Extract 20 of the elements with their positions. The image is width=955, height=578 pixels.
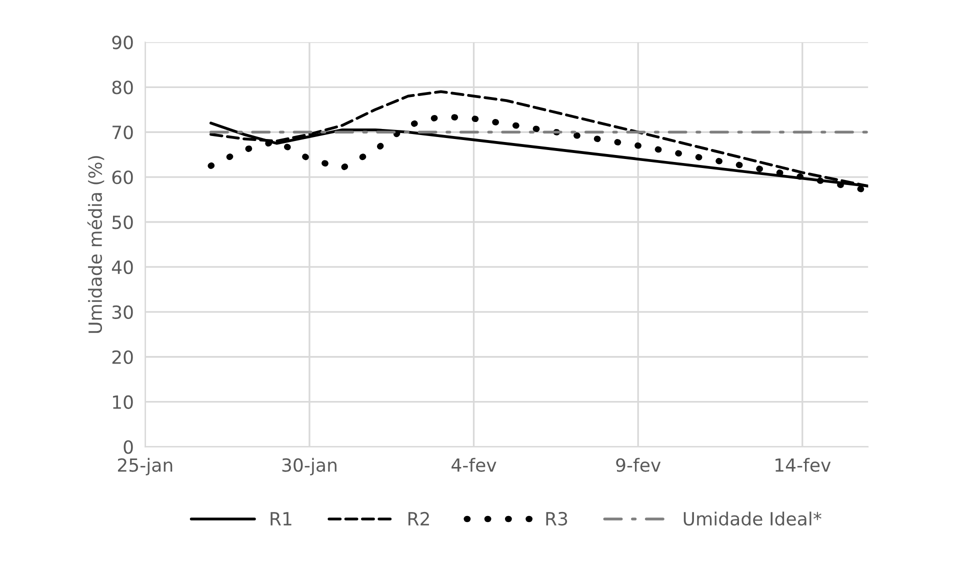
legend-label: R2	[408, 512, 429, 526]
y-axis-title: Umidade média (%)	[87, 156, 104, 333]
y-tick-label: 70	[112, 126, 133, 140]
y-tick-label: 10	[113, 395, 133, 409]
y-tick-label: 80	[112, 80, 133, 94]
y-tick-label: 0	[124, 440, 133, 454]
y-tick-label: 30	[112, 305, 133, 320]
legend-label: Umidade Ideal*	[684, 512, 822, 526]
y-tick-label: 40	[112, 260, 133, 274]
y-tick-label: 50	[112, 215, 133, 230]
x-tick-label: 14-fev	[776, 458, 831, 472]
x-tick-label: 4-fev	[452, 458, 496, 472]
x-tick-label: 30-jan	[282, 458, 336, 476]
y-tick-label: 90	[112, 36, 133, 50]
y-tick-label: 20	[112, 350, 133, 364]
legend-label: R1	[270, 512, 292, 526]
legend-label: R3	[546, 512, 568, 526]
x-tick-label: 25-jan	[118, 458, 172, 476]
x-tick-label: 9-fev	[616, 458, 661, 472]
y-tick-label: 60	[112, 170, 133, 184]
